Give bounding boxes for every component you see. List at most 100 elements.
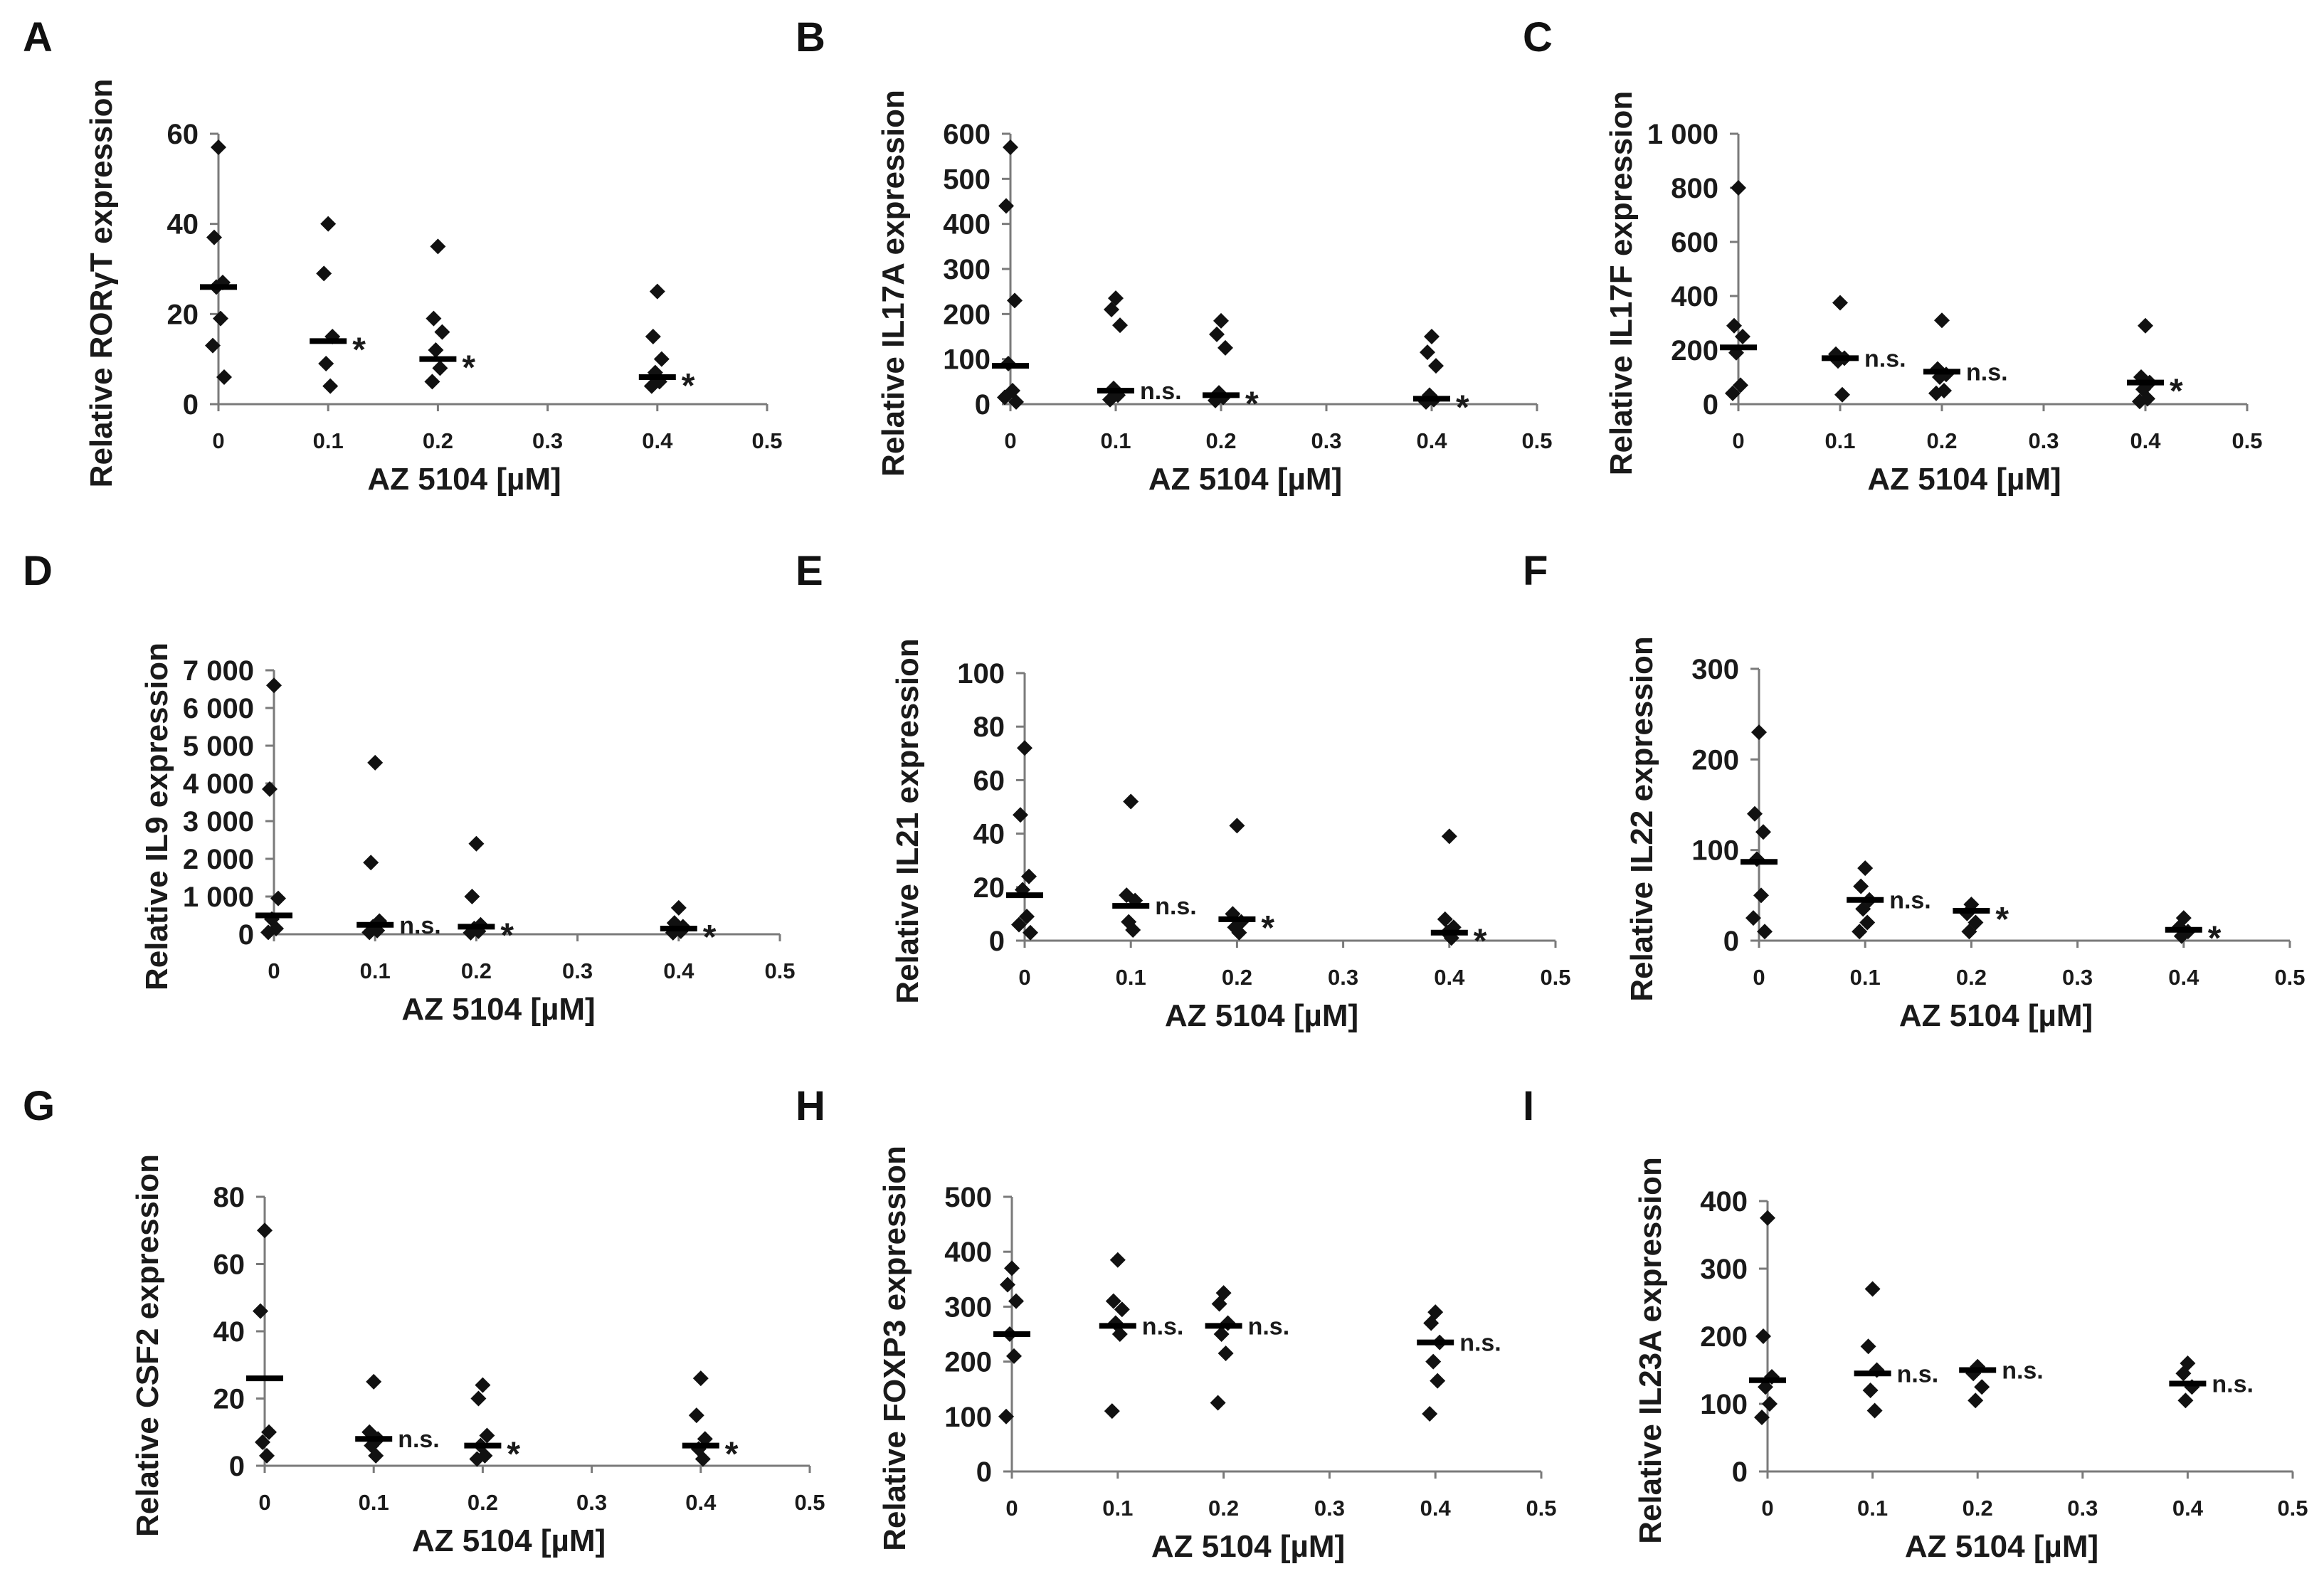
data-point-a xyxy=(432,360,448,376)
data-point-d xyxy=(262,781,278,797)
significance-label-a: * xyxy=(462,349,475,387)
y-axis-title-d: Relative IL9 expression xyxy=(139,643,174,990)
y-tick-label-b: 600 xyxy=(943,119,991,150)
data-point-a xyxy=(206,229,222,245)
panel-letter-f: F xyxy=(1523,548,1548,594)
data-point-h xyxy=(1109,1252,1126,1268)
significance-label-f: n.s. xyxy=(1889,887,1931,914)
data-point-a xyxy=(434,324,450,340)
x-axis-title-g: AZ 5104 [µM] xyxy=(412,1523,606,1558)
y-tick-label-f: 300 xyxy=(1691,654,1739,685)
data-point-g xyxy=(257,1222,273,1239)
x-tick-label-e: 0.4 xyxy=(1434,965,1465,990)
x-axis-title-i: AZ 5104 [µM] xyxy=(1905,1529,2098,1564)
y-tick-label-h: 400 xyxy=(944,1237,992,1268)
data-point-b xyxy=(1003,139,1018,155)
data-point-b xyxy=(1008,393,1024,410)
data-point-d xyxy=(367,754,384,771)
data-point-b xyxy=(1213,312,1229,329)
x-tick-label-e: 0.5 xyxy=(1540,965,1570,990)
x-tick-label-g: 0.3 xyxy=(576,1490,607,1515)
data-point-b xyxy=(1424,329,1440,344)
x-tick-label-h: 0.4 xyxy=(1420,1496,1452,1521)
y-tick-label-g: 80 xyxy=(213,1182,245,1213)
significance-label-a: * xyxy=(352,331,366,369)
data-point-e xyxy=(1125,921,1141,938)
data-point-f xyxy=(1855,901,1871,917)
x-tick-label-b: 0 xyxy=(1004,428,1016,453)
x-axis-title-a: AZ 5104 [µM] xyxy=(367,462,561,497)
x-tick-label-f: 0.2 xyxy=(1956,965,1987,990)
panel-letter-a: A xyxy=(23,14,53,60)
data-point-g xyxy=(261,1424,277,1440)
x-tick-label-a: 0.4 xyxy=(642,428,673,453)
x-tick-label-e: 0.1 xyxy=(1116,965,1146,990)
data-point-h xyxy=(1105,1293,1121,1309)
data-point-g xyxy=(255,1434,270,1450)
significance-label-e: * xyxy=(1261,909,1274,947)
data-point-f xyxy=(1852,924,1868,940)
y-tick-label-i: 300 xyxy=(1700,1254,1748,1285)
y-tick-label-b: 200 xyxy=(943,299,991,330)
x-tick-label-g: 0.5 xyxy=(794,1490,825,1515)
y-tick-label-c: 400 xyxy=(1671,281,1718,312)
x-tick-label-i: 0.1 xyxy=(1857,1496,1888,1521)
significance-label-g: * xyxy=(507,1436,520,1474)
y-tick-label-d: 6 000 xyxy=(183,693,254,724)
x-tick-label-d: 0.5 xyxy=(764,958,795,983)
data-point-i xyxy=(1862,1383,1879,1398)
y-tick-label-b: 500 xyxy=(943,164,991,195)
y-axis-title-a: Relative RORγT expression xyxy=(84,79,119,488)
significance-label-i: n.s. xyxy=(2212,1371,2254,1398)
y-tick-label-d: 3 000 xyxy=(183,806,254,837)
data-point-i xyxy=(2175,1365,2192,1382)
data-point-h xyxy=(1008,1293,1024,1309)
data-point-g xyxy=(366,1373,382,1390)
y-tick-label-c: 1 000 xyxy=(1647,119,1718,150)
y-tick-label-f: 0 xyxy=(1723,926,1739,957)
data-point-h xyxy=(1423,1315,1440,1331)
data-point-e xyxy=(1021,868,1037,884)
data-point-d xyxy=(464,889,480,904)
y-tick-label-d: 5 000 xyxy=(183,731,254,762)
y-tick-label-f: 100 xyxy=(1691,835,1739,867)
x-tick-label-f: 0.1 xyxy=(1850,965,1881,990)
data-point-c xyxy=(1725,385,1741,401)
data-point-a xyxy=(316,265,332,282)
data-point-i xyxy=(1760,1210,1775,1226)
data-point-e xyxy=(1023,924,1038,941)
data-point-e xyxy=(1017,740,1032,756)
x-axis-title-h: AZ 5104 [µM] xyxy=(1151,1529,1345,1564)
data-point-h xyxy=(1218,1346,1234,1362)
significance-label-g: * xyxy=(725,1436,739,1474)
data-point-g xyxy=(259,1447,275,1464)
data-point-i xyxy=(2177,1392,2194,1409)
data-point-d xyxy=(270,890,286,906)
y-tick-label-d: 2 000 xyxy=(183,844,254,875)
data-point-a xyxy=(426,310,442,327)
data-point-d xyxy=(361,924,378,941)
x-tick-label-b: 0.3 xyxy=(1311,428,1341,453)
y-axis-title-b: Relative IL17A expression xyxy=(876,90,911,477)
panel-letter-g: G xyxy=(23,1083,55,1129)
data-point-f xyxy=(1961,924,1977,940)
data-point-c xyxy=(1726,317,1742,334)
data-point-c xyxy=(1928,385,1944,401)
significance-label-h: n.s. xyxy=(1248,1313,1290,1340)
x-axis-title-e: AZ 5104 [µM] xyxy=(1165,998,1358,1033)
panel-letter-b: B xyxy=(796,14,825,60)
data-point-d xyxy=(266,677,282,694)
data-point-a xyxy=(645,329,661,344)
x-tick-label-h: 0 xyxy=(1005,1496,1018,1521)
data-point-b xyxy=(1209,326,1225,342)
x-tick-label-b: 0.5 xyxy=(1521,428,1552,453)
data-point-b xyxy=(1420,344,1435,361)
y-tick-label-g: 20 xyxy=(213,1384,245,1415)
data-point-f xyxy=(1755,824,1771,840)
data-point-c xyxy=(1735,329,1750,344)
x-axis-title-f: AZ 5104 [µM] xyxy=(1899,998,2093,1033)
data-point-h xyxy=(1425,1353,1442,1370)
data-point-e xyxy=(1437,911,1453,927)
panel-letter-h: H xyxy=(796,1083,825,1129)
data-point-h xyxy=(1000,1276,1015,1293)
